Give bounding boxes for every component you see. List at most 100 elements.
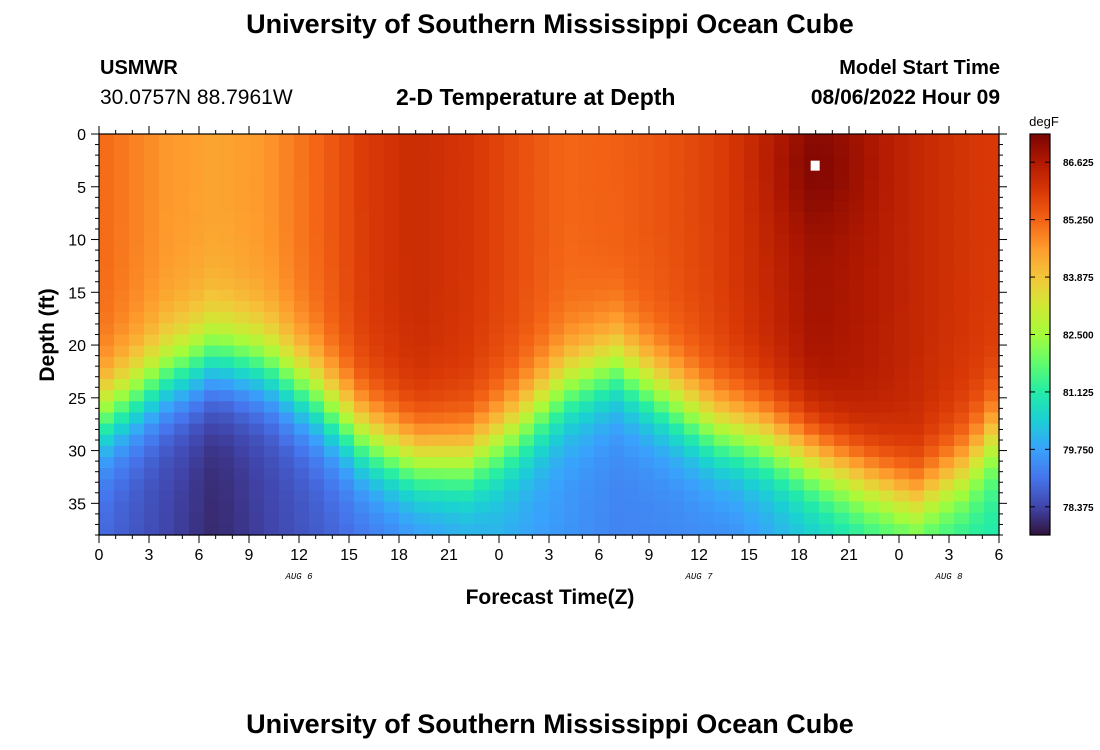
heatmap-cell: [714, 200, 730, 213]
heatmap-cell: [189, 334, 205, 347]
heatmap-cell: [204, 200, 220, 213]
heatmap-cell: [339, 345, 355, 358]
heatmap-cell: [489, 211, 505, 224]
heatmap-cell: [159, 401, 175, 414]
heatmap-cell: [564, 267, 580, 280]
heatmap-cell: [414, 200, 430, 213]
heatmap-cell: [549, 356, 565, 369]
y-tick-label: 15: [68, 285, 86, 302]
heatmap-cell: [609, 468, 625, 480]
heatmap-cell: [159, 200, 175, 213]
heatmap-cell: [294, 245, 310, 258]
heatmap-cell: [474, 312, 490, 324]
heatmap-cell: [264, 367, 280, 380]
heatmap-cell: [819, 423, 835, 436]
heatmap-cell: [444, 312, 460, 324]
heatmap-cell: [669, 457, 685, 469]
heatmap-cell: [279, 412, 295, 425]
heatmap-cell: [849, 312, 865, 324]
heatmap-cell: [504, 301, 520, 313]
heatmap-cell: [504, 289, 520, 302]
heatmap-cell: [144, 356, 160, 369]
heatmap-cell: [99, 468, 115, 480]
heatmap-cell: [189, 468, 205, 480]
heatmap-cell: [354, 178, 370, 191]
heatmap-cell: [534, 401, 550, 414]
heatmap-cell: [744, 312, 760, 324]
heatmap-cell: [384, 211, 400, 224]
heatmap-cell: [234, 200, 250, 213]
heatmap-cell: [114, 490, 130, 503]
heatmap-cell: [849, 301, 865, 313]
heatmap-cell: [99, 223, 115, 235]
heatmap-cell: [909, 457, 925, 469]
heatmap-cell: [489, 412, 505, 425]
heatmap-cell: [369, 145, 385, 157]
heatmap-cell: [714, 167, 730, 180]
heatmap-cell: [939, 223, 955, 235]
heatmap-cell: [924, 490, 940, 503]
heatmap-cell: [639, 323, 655, 336]
heatmap-cell: [459, 356, 475, 369]
heatmap-cell: [219, 445, 235, 458]
heatmap-cell: [429, 134, 445, 146]
heatmap-cell: [459, 301, 475, 313]
heatmap-cell: [294, 367, 310, 380]
heatmap-cell: [699, 211, 715, 224]
heatmap-cell: [249, 401, 265, 414]
heatmap-cell: [174, 434, 190, 447]
heatmap-cell: [294, 379, 310, 391]
heatmap-cell: [594, 479, 610, 492]
date-label: AUG 7: [684, 572, 713, 582]
heatmap-cell: [624, 312, 640, 324]
heatmap-cell: [489, 167, 505, 180]
heatmap-cell: [954, 434, 970, 447]
heatmap-cell: [219, 178, 235, 191]
heatmap-cell: [279, 134, 295, 146]
heatmap-cell: [669, 390, 685, 402]
heatmap-cell: [129, 256, 145, 269]
heatmap-cell: [864, 323, 880, 336]
heatmap-cell: [579, 390, 595, 402]
heatmap-cell: [909, 245, 925, 258]
heatmap-cell: [414, 289, 430, 302]
heatmap-cell: [159, 223, 175, 235]
heatmap-cell: [129, 223, 145, 235]
y-tick-label: 10: [68, 233, 86, 250]
heatmap-cell: [129, 145, 145, 157]
heatmap-cell: [204, 145, 220, 157]
heatmap-cell: [819, 145, 835, 157]
heatmap-cell: [909, 334, 925, 347]
heatmap-cell: [729, 189, 745, 202]
heatmap-cell: [729, 178, 745, 191]
heatmap-cell: [534, 178, 550, 191]
heatmap-cell: [444, 523, 460, 536]
heatmap-cell: [744, 401, 760, 414]
heatmap-cell: [729, 501, 745, 514]
heatmap-cell: [129, 301, 145, 313]
heatmap-cell: [99, 312, 115, 324]
heatmap-cell: [699, 390, 715, 402]
heatmap-cell: [984, 234, 1000, 246]
heatmap-cell: [834, 401, 850, 414]
heatmap-cell: [774, 367, 790, 380]
heatmap-cell: [789, 512, 805, 525]
heatmap-cell: [549, 223, 565, 235]
heatmap-cell: [354, 390, 370, 402]
heatmap-cell: [114, 134, 130, 146]
heatmap-cell: [369, 267, 385, 280]
heatmap-cell: [219, 401, 235, 414]
heatmap-cell: [684, 200, 700, 213]
heatmap-cell: [804, 289, 820, 302]
heatmap-cell: [624, 323, 640, 336]
heatmap-cell: [444, 479, 460, 492]
heatmap-cell: [924, 334, 940, 347]
heatmap-cell: [489, 134, 505, 146]
heatmap-cell: [234, 178, 250, 191]
heatmap-cell: [759, 211, 775, 224]
heatmap-cell: [249, 189, 265, 202]
heatmap-cell: [159, 390, 175, 402]
heatmap-cell: [834, 211, 850, 224]
heatmap-cell: [219, 434, 235, 447]
heatmap-cell: [834, 423, 850, 436]
